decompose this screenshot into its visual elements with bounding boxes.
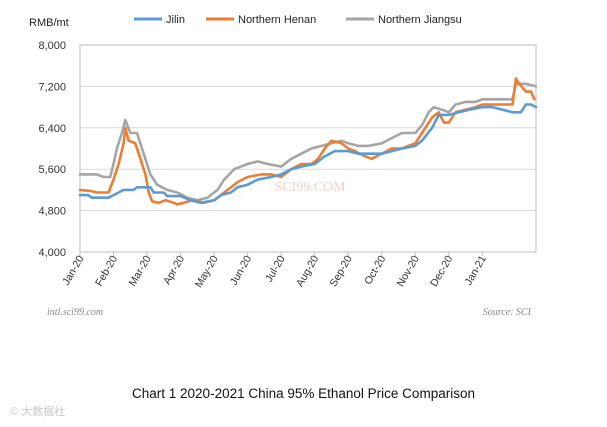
x-axis: Jan-20 Feb-20 Mar-20 Apr-20 May-20 Jun-20 Jul-… xyxy=(60,252,489,290)
x-tick-label: Aug-20 xyxy=(294,253,321,288)
x-tick-label: Sep-20 xyxy=(328,253,355,288)
series-line-0 xyxy=(78,103,538,205)
x-tick-label: Jan-21 xyxy=(463,253,490,287)
plot-frame xyxy=(79,44,537,253)
x-tick-label: Nov-20 xyxy=(395,253,422,288)
y-tick-label: 7,200 xyxy=(38,81,66,93)
x-tick-label: Mar-20 xyxy=(127,253,154,288)
legend: Jilin Northern Henan Northern Jiangsu xyxy=(134,14,462,26)
x-tick-label: Apr-20 xyxy=(161,253,187,286)
series-layer xyxy=(78,77,538,206)
y-tick-label: 6,400 xyxy=(38,123,66,135)
watermark-text: SCI99.COM xyxy=(274,180,346,195)
x-tick-label: May-20 xyxy=(193,253,221,289)
y-tick-label: 8,000 xyxy=(38,40,66,52)
y-tick-label: 5,600 xyxy=(38,164,66,176)
x-tick-label: Feb-20 xyxy=(93,253,120,288)
x-tick-label: Oct-20 xyxy=(362,253,388,286)
legend-label: Jilin xyxy=(166,14,185,26)
y-axis: 4,000 4,800 5,600 6,400 7,200 8,000 xyxy=(38,40,66,259)
series-line-2 xyxy=(78,82,538,202)
price-chart: RMB/mt Jilin Northern Henan Northern Jiang… xyxy=(29,14,538,318)
source-right-annotation: Source: SCI xyxy=(483,307,532,318)
footer-watermark: © 大数据社 xyxy=(10,406,66,418)
x-tick-label: Jun-20 xyxy=(228,253,255,287)
y-tick-label: 4,800 xyxy=(38,206,66,218)
legend-label: Northern Henan xyxy=(238,14,316,26)
grid xyxy=(80,44,536,253)
x-tick-label: Jul-20 xyxy=(263,253,288,284)
x-tick-label: Dec-20 xyxy=(428,253,455,288)
legend-label: Northern Jiangsu xyxy=(378,14,462,26)
watermark: SCI99.COM xyxy=(274,180,346,195)
plot-area-border xyxy=(79,44,537,253)
y-tick-label: 4,000 xyxy=(38,247,66,259)
chart-caption: Chart 1 2020-2021 China 95% Ethanol Pric… xyxy=(132,386,475,401)
y-axis-unit-label: RMB/mt xyxy=(29,17,69,29)
source-left-annotation: intl.sci99.com xyxy=(47,307,103,318)
